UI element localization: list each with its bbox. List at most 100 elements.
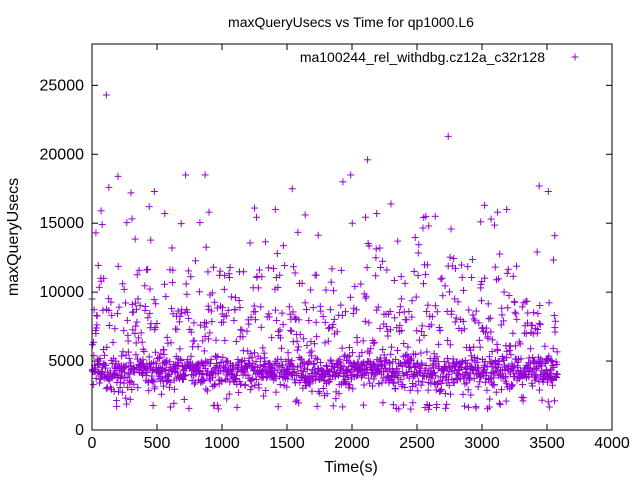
data-point (312, 318, 320, 326)
data-point (204, 268, 212, 276)
data-point (365, 319, 373, 327)
data-point (487, 375, 495, 383)
data-point (93, 321, 101, 329)
data-point (414, 272, 422, 280)
data-point (99, 306, 107, 314)
data-point (485, 315, 493, 323)
data-point (323, 390, 331, 398)
data-point (378, 257, 386, 265)
data-point (428, 374, 436, 382)
data-point (425, 222, 433, 230)
data-point (251, 204, 258, 212)
data-point (545, 403, 553, 411)
data-point (132, 305, 140, 313)
data-point (271, 205, 279, 213)
data-point (214, 405, 222, 413)
data-point (454, 298, 462, 306)
data-point (550, 363, 558, 371)
data-point (124, 383, 132, 391)
data-point (528, 382, 536, 390)
data-point (545, 352, 553, 360)
data-point (381, 358, 389, 366)
data-point (475, 364, 483, 372)
data-point (248, 354, 256, 362)
data-point (303, 306, 310, 314)
data-point (408, 355, 416, 363)
data-point (300, 360, 308, 368)
data-point (502, 397, 510, 405)
data-point (146, 309, 154, 317)
data-point (459, 390, 467, 398)
data-point (324, 337, 332, 345)
data-point (102, 91, 110, 99)
data-point (329, 402, 337, 410)
data-point (243, 327, 251, 335)
data-point (427, 380, 435, 388)
data-point (296, 330, 304, 338)
data-point (138, 338, 146, 346)
data-point (246, 239, 254, 247)
data-point (437, 275, 445, 283)
data-point (208, 368, 216, 376)
data-point (373, 210, 381, 218)
data-point (294, 343, 302, 351)
data-point (454, 369, 462, 377)
data-point (315, 387, 323, 395)
data-point (509, 381, 517, 389)
data-point (548, 376, 556, 384)
data-point (293, 346, 301, 354)
data-point (114, 172, 122, 180)
data-point (553, 348, 561, 356)
data-point (388, 343, 396, 351)
data-point (369, 339, 377, 347)
data-point (131, 235, 139, 243)
data-point (167, 403, 175, 411)
data-point (249, 375, 257, 383)
data-point (390, 369, 398, 377)
data-point (124, 348, 132, 356)
data-point (131, 330, 139, 338)
data-point (491, 263, 499, 271)
legend-marker-plus (571, 53, 579, 61)
data-point (394, 346, 401, 354)
data-point (471, 317, 479, 325)
data-point (538, 396, 546, 404)
data-point (422, 361, 430, 369)
data-point (128, 215, 136, 223)
data-point (313, 333, 321, 341)
data-point (496, 250, 504, 258)
data-point (259, 344, 267, 352)
y-axis-label: maxQueryUsecs (5, 178, 22, 296)
data-point (529, 330, 537, 338)
data-point (553, 374, 561, 382)
data-point (287, 326, 295, 334)
data-point (503, 269, 511, 277)
data-point (310, 359, 318, 367)
data-point (176, 345, 184, 353)
data-point (279, 321, 287, 329)
data-point (478, 369, 486, 377)
data-point (217, 359, 225, 367)
data-point (475, 319, 483, 327)
data-point (541, 342, 549, 350)
data-point (486, 314, 494, 322)
data-point (497, 321, 505, 329)
data-point (210, 381, 218, 389)
data-point (313, 355, 321, 363)
data-point (132, 351, 140, 359)
data-point (277, 334, 284, 342)
data-point (423, 261, 431, 269)
x-axis-label: Time(s) (324, 459, 378, 476)
data-point (451, 318, 459, 326)
data-point (156, 353, 164, 361)
data-point (553, 370, 561, 378)
data-point (417, 327, 425, 335)
data-point (118, 388, 126, 396)
data-point (161, 280, 169, 288)
data-point (258, 273, 266, 281)
x-tick-label: 1500 (269, 435, 305, 452)
data-point (342, 380, 350, 388)
data-point (231, 306, 239, 314)
data-point (187, 273, 195, 281)
data-point (233, 372, 241, 380)
